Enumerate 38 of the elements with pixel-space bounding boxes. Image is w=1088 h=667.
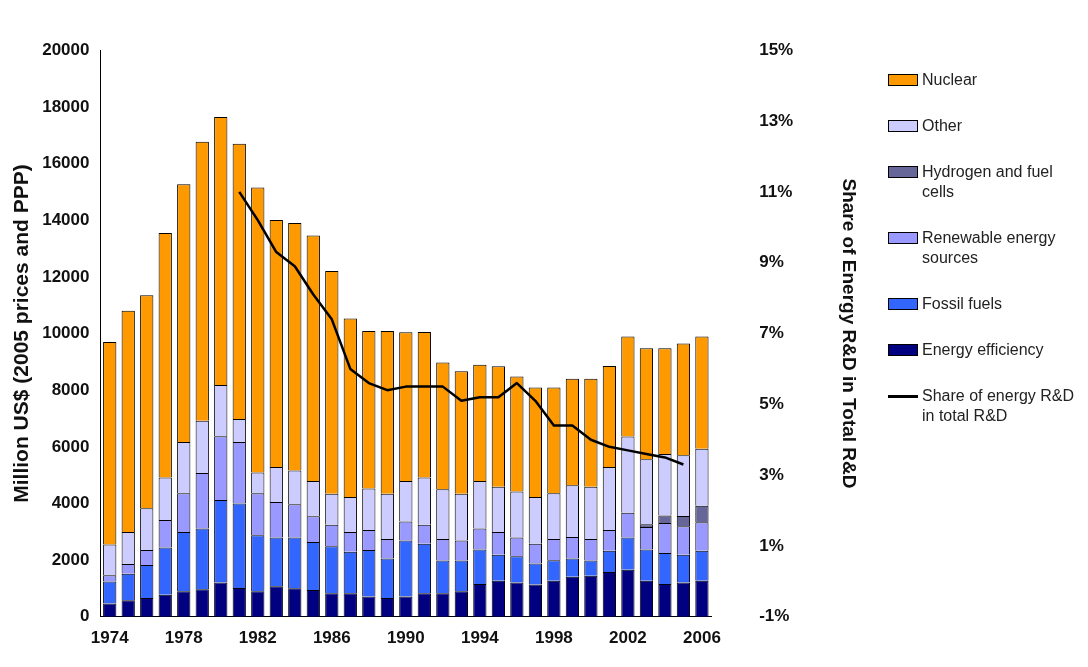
y-tick-label: 16000 — [42, 153, 90, 173]
x-tick-label: 2002 — [608, 627, 647, 647]
y2-tick-label: -1% — [759, 606, 790, 626]
x-tick-label: 1982 — [238, 627, 277, 647]
y2-tick-label: 13% — [759, 110, 794, 130]
y-tick-label: 20000 — [42, 39, 90, 59]
x-tick-label: 1998 — [534, 627, 573, 647]
y-tick-label: 18000 — [42, 96, 90, 116]
y2-tick-label: 5% — [759, 394, 784, 414]
y-tick-label: 8000 — [51, 379, 90, 399]
y-tick-label: 4000 — [51, 493, 90, 513]
y-tick-label: 14000 — [42, 209, 90, 229]
x-tick-label: 1990 — [386, 627, 425, 647]
y-tick-label: 10000 — [42, 323, 90, 343]
y-tick-label: 2000 — [51, 549, 90, 569]
x-tick-label: 1978 — [164, 627, 203, 647]
y-tick-label: 6000 — [51, 436, 90, 456]
y2-tick-label: 9% — [759, 252, 784, 272]
legend-label: Nuclear — [922, 70, 978, 90]
x-tick-label: 2006 — [683, 627, 721, 647]
legend-label: Other — [922, 116, 963, 136]
y2-tick-label: 11% — [759, 181, 793, 201]
legend-label: Share of energy R&D in total R&D — [922, 386, 1076, 426]
y2-tick-label: 1% — [759, 535, 784, 555]
y2-tick-label: 7% — [759, 323, 784, 343]
x-tick-label: 1986 — [312, 627, 351, 647]
y2-axis-title: Share of Energy R&D in Total R&D — [839, 178, 861, 489]
legend-label: Fossil fuels — [922, 294, 1003, 314]
legend-label: Hydrogen and fuel cells — [922, 162, 1054, 202]
legend-label: Renewable energy sources — [922, 228, 1057, 268]
x-tick-label: 1974 — [90, 627, 130, 647]
x-tick-label: 1994 — [460, 627, 500, 647]
y2-tick-label: 15% — [759, 39, 794, 59]
y-axis-title: Million US$ (2005 prices and PPP) — [9, 164, 33, 503]
y-tick-label: 0 — [80, 606, 90, 626]
y-tick-label: 12000 — [42, 266, 90, 286]
y2-tick-label: 3% — [759, 464, 784, 484]
legend-label: Energy efficiency — [922, 340, 1044, 360]
